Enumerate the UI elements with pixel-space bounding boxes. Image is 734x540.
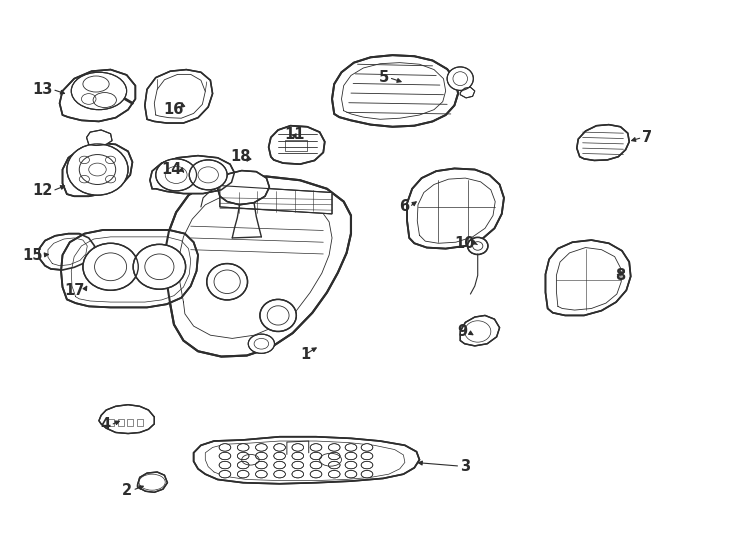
- Ellipse shape: [219, 444, 230, 451]
- Ellipse shape: [237, 461, 249, 469]
- Ellipse shape: [274, 470, 286, 478]
- Text: 9: 9: [457, 324, 468, 339]
- Polygon shape: [194, 437, 419, 484]
- Ellipse shape: [248, 334, 275, 353]
- Bar: [286, 140, 308, 151]
- Ellipse shape: [156, 159, 197, 191]
- Ellipse shape: [255, 444, 267, 451]
- Text: 15: 15: [22, 247, 43, 262]
- Polygon shape: [59, 70, 135, 122]
- Ellipse shape: [219, 470, 230, 478]
- Text: 17: 17: [64, 283, 84, 298]
- Ellipse shape: [468, 238, 488, 254]
- Ellipse shape: [133, 244, 186, 289]
- Ellipse shape: [237, 470, 249, 478]
- Ellipse shape: [255, 452, 267, 460]
- Text: 8: 8: [614, 268, 625, 283]
- Ellipse shape: [345, 470, 357, 478]
- Text: 11: 11: [284, 127, 305, 142]
- Polygon shape: [61, 230, 198, 307]
- Text: 16: 16: [163, 102, 184, 117]
- Polygon shape: [145, 70, 213, 123]
- Text: 14: 14: [161, 162, 181, 177]
- Polygon shape: [218, 171, 269, 205]
- Ellipse shape: [310, 452, 321, 460]
- Ellipse shape: [292, 461, 304, 469]
- Ellipse shape: [328, 452, 340, 460]
- Bar: [137, 418, 142, 426]
- Polygon shape: [460, 315, 500, 346]
- Polygon shape: [39, 234, 95, 270]
- Ellipse shape: [189, 160, 227, 190]
- Ellipse shape: [310, 461, 321, 469]
- Ellipse shape: [345, 444, 357, 451]
- Polygon shape: [269, 126, 324, 164]
- Ellipse shape: [328, 461, 340, 469]
- Ellipse shape: [219, 452, 230, 460]
- Ellipse shape: [361, 444, 373, 451]
- Polygon shape: [62, 143, 132, 196]
- Ellipse shape: [328, 444, 340, 451]
- Polygon shape: [545, 240, 631, 315]
- Text: 12: 12: [32, 184, 52, 198]
- Text: 7: 7: [642, 130, 653, 145]
- Ellipse shape: [310, 470, 321, 478]
- Bar: [108, 418, 114, 426]
- Ellipse shape: [310, 444, 321, 451]
- Ellipse shape: [292, 470, 304, 478]
- Polygon shape: [87, 130, 112, 145]
- Ellipse shape: [274, 444, 286, 451]
- Ellipse shape: [237, 444, 249, 451]
- Text: 13: 13: [32, 82, 52, 97]
- Polygon shape: [220, 186, 332, 214]
- Polygon shape: [460, 87, 475, 98]
- Ellipse shape: [292, 452, 304, 460]
- Polygon shape: [150, 156, 234, 193]
- Text: 4: 4: [101, 417, 111, 433]
- Ellipse shape: [361, 470, 373, 478]
- Ellipse shape: [67, 144, 128, 195]
- Ellipse shape: [345, 452, 357, 460]
- Polygon shape: [332, 55, 458, 127]
- Text: 6: 6: [399, 199, 410, 214]
- Ellipse shape: [345, 461, 357, 469]
- Polygon shape: [577, 125, 629, 160]
- Ellipse shape: [274, 452, 286, 460]
- Polygon shape: [164, 177, 351, 356]
- Ellipse shape: [447, 67, 473, 90]
- Ellipse shape: [207, 264, 247, 300]
- Text: 5: 5: [379, 70, 389, 85]
- Ellipse shape: [260, 299, 297, 332]
- Ellipse shape: [292, 444, 304, 451]
- Polygon shape: [99, 404, 154, 434]
- Ellipse shape: [71, 72, 126, 110]
- Text: 1: 1: [300, 347, 310, 362]
- Ellipse shape: [361, 461, 373, 469]
- Ellipse shape: [237, 452, 249, 460]
- Ellipse shape: [83, 244, 138, 291]
- Bar: [118, 418, 124, 426]
- Polygon shape: [137, 472, 167, 492]
- Text: 10: 10: [454, 236, 475, 251]
- Bar: [127, 418, 133, 426]
- Text: 2: 2: [123, 483, 132, 498]
- Ellipse shape: [328, 470, 340, 478]
- Ellipse shape: [255, 461, 267, 469]
- Text: 18: 18: [230, 149, 250, 164]
- Ellipse shape: [274, 461, 286, 469]
- Ellipse shape: [361, 452, 373, 460]
- Polygon shape: [407, 168, 504, 248]
- Text: 3: 3: [460, 458, 470, 474]
- Ellipse shape: [255, 470, 267, 478]
- Ellipse shape: [219, 461, 230, 469]
